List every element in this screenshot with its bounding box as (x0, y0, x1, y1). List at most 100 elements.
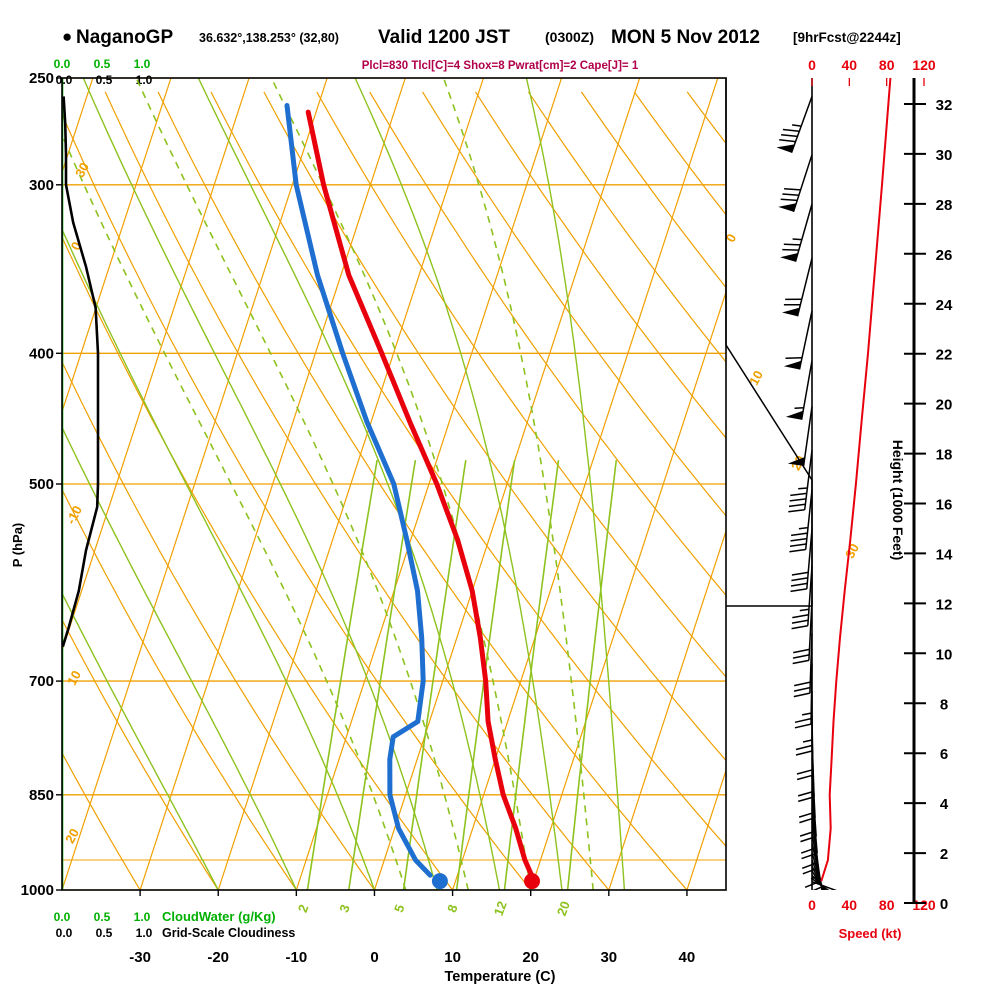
pressure-tick-label: 850 (29, 787, 54, 804)
isotherm-line (0, 78, 15, 890)
dry-adiabat-line (474, 91, 726, 439)
dry-adiabat-line (104, 91, 610, 890)
dry-adiabat-line (263, 91, 726, 762)
mixing-ratio-label: 20 (554, 899, 573, 918)
cloudwater-axis-label: CloudWater (g/Kg) (162, 909, 276, 924)
height-axis-label: Height (1000 Feet) (890, 440, 906, 561)
wind-barb (789, 489, 813, 553)
wind-barb (783, 310, 813, 370)
speed-tick-label: 120 (912, 57, 936, 73)
mixing-ratio-label: 5 (391, 902, 408, 914)
height-tick-label: 24 (936, 297, 953, 314)
wind-barb (793, 633, 813, 698)
moist-adiabat-line (525, 78, 626, 890)
height-tick-label: 22 (936, 347, 953, 364)
moist-adiabat-dashed (442, 78, 594, 890)
mixing-ratio-line (306, 459, 378, 890)
wind-barb (811, 859, 824, 890)
dewpoint-curve (284, 103, 433, 878)
surface-temperature (524, 873, 540, 890)
height-tick-label: 2 (940, 846, 948, 863)
mixing-ratio-labels: 2 3 5 8 12 20 (295, 899, 573, 918)
cloudiness-axis-label: Grid-Scale Cloudiness (162, 926, 295, 940)
cloudwater-top-tick-2: 1.0 (134, 57, 151, 71)
wind-barb (811, 865, 824, 890)
pressure-tick-label: 1000 (21, 882, 54, 899)
wind-speed-curve (820, 77, 892, 882)
mixing-ratio-label: 3 (336, 902, 353, 914)
dry-adiabat-line (157, 91, 688, 890)
mixing-ratio-line (503, 459, 560, 890)
height-tick-label: 10 (936, 646, 953, 663)
cloudiness-top-tick-2: 1.0 (136, 73, 153, 87)
moist-adiabat-line (62, 425, 298, 890)
speed-axis: 0 0 40 40 80 80 120 120 Speed (kt) (808, 57, 936, 941)
speed-tick-label: 0 (808, 57, 816, 73)
height-tick-label: 12 (936, 596, 953, 613)
cloudiness-curve (62, 96, 100, 647)
isotherm-line (62, 78, 172, 414)
cloudwater-top-tick-0: 0.0 (54, 57, 71, 71)
temperature-tick-label: 40 (679, 949, 696, 966)
height-tick-label: 14 (936, 546, 953, 563)
mixing-ratio-line (402, 459, 467, 890)
mixing-ratio-line (455, 459, 516, 890)
wind-barb (788, 450, 813, 513)
temperature-tick-label: -30 (129, 949, 151, 966)
dry-adiabat-line (952, 92, 1000, 890)
mixing-ratio-label: 2 (295, 902, 312, 914)
cloudwater-top-tick-1: 0.5 (94, 57, 111, 71)
station-name: NaganoGP (76, 27, 173, 48)
temperature-axis-label: Temperature (C) (445, 969, 556, 985)
cloudiness-bottom-tick-2: 1.0 (136, 926, 153, 940)
mixing-ratio-line (348, 459, 417, 890)
dry-adiabat-label: 20 (62, 826, 82, 846)
station-coords: 36.632°,138.253° (32,80) (199, 31, 339, 45)
mixing-ratio-label: 12 (491, 899, 510, 918)
mixing-ratio-line (566, 460, 618, 890)
wind-barb (811, 870, 825, 890)
isotherm-line (765, 78, 1000, 890)
isotherm-line (843, 78, 1000, 890)
surface-dewpoint (431, 873, 448, 890)
moist-adiabat-dashed (270, 78, 532, 890)
height-tick-label: 0 (940, 896, 948, 913)
stability-indices: Plcl=830 Tlcl[C]=4 Shox=8 Pwrat[cm]=2 Ca… (362, 60, 639, 72)
dry-adiabat-line (422, 91, 726, 517)
height-tick-label: 32 (936, 97, 953, 114)
moist-adiabat-line (197, 78, 501, 890)
cloudwater-bottom-tick-1: 0.5 (94, 910, 111, 924)
cloud-axis-top: 0.0 0.5 1.0 0.0 0.5 1.0 (54, 57, 153, 87)
dry-adiabat-line (62, 618, 219, 890)
moist-adiabat-line (62, 227, 376, 890)
pressure-tick-label: 400 (29, 345, 54, 362)
moist-adiabat-line (354, 78, 563, 890)
dry-adiabat-line (527, 91, 726, 363)
dry-adiabat-line (62, 751, 141, 890)
height-tick-label: 20 (936, 397, 953, 414)
dry-adiabat-lines (62, 91, 1000, 890)
pressure-tick-label: 250 (29, 70, 54, 87)
wind-barb (791, 565, 813, 630)
station-bullet-icon: ● (62, 27, 72, 46)
pressure-axis-label: P (hPa) (10, 523, 25, 568)
dry-adiabat-label: 10 (746, 368, 766, 388)
temperature-curve (305, 109, 535, 878)
temperature-tick-label: 30 (600, 949, 617, 966)
wind-barb (782, 257, 813, 317)
height-tick-label: 30 (936, 147, 953, 164)
speed-axis-label: Speed (kt) (839, 926, 902, 941)
dry-adiabat-label: 30 (72, 160, 92, 180)
valid-time-utc: (0300Z) (545, 29, 594, 45)
wind-barb (780, 203, 813, 262)
cloudiness-bottom-tick-1: 0.5 (96, 926, 113, 940)
pressure-tick-label: 500 (29, 476, 54, 493)
dry-adiabat-line (686, 91, 726, 145)
cloudiness-top-tick-1: 0.5 (96, 73, 113, 87)
dry-adiabat-label: 10 (64, 668, 84, 688)
wind-panel-outline (725, 78, 813, 607)
temperature-axis: -30 -20 -10 0 10 20 30 40 (129, 890, 695, 966)
temperature-tick-label: -20 (207, 949, 229, 966)
height-tick-label: 8 (940, 696, 948, 713)
